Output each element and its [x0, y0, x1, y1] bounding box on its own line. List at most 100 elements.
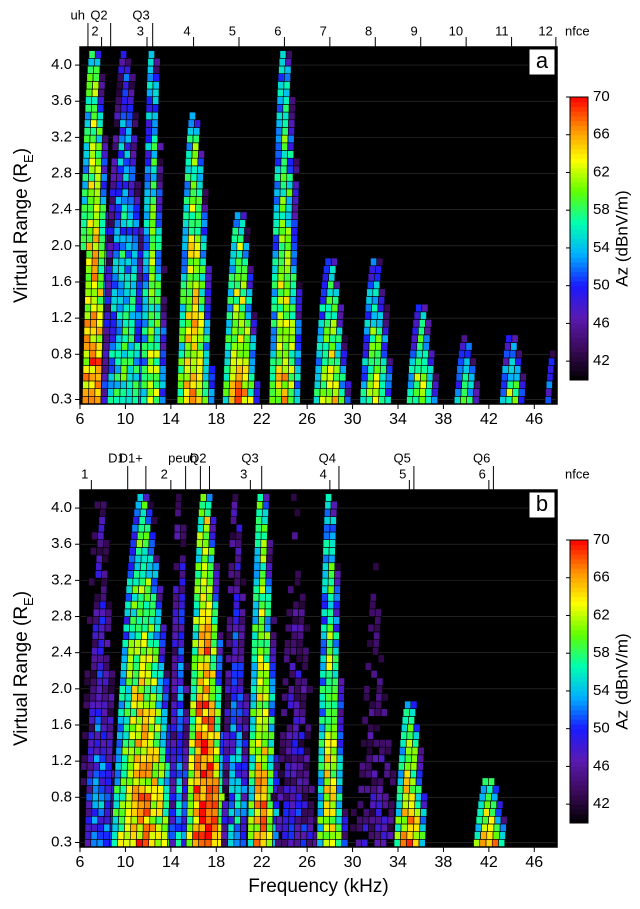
emission-cell	[133, 778, 139, 786]
emission-cell	[289, 350, 295, 358]
emission-cell	[232, 327, 238, 335]
emission-cell	[493, 832, 499, 840]
emission-cell	[294, 839, 300, 847]
emission-cell	[251, 319, 257, 327]
emission-cell	[283, 350, 289, 358]
emission-cell	[236, 381, 242, 389]
emission-cell	[288, 686, 294, 694]
emission-cell	[190, 709, 196, 717]
emission-cell	[197, 174, 203, 182]
emission-cell	[249, 366, 255, 374]
emission-cell	[143, 258, 149, 266]
emission-cell	[133, 112, 139, 120]
emission-cell	[461, 335, 467, 343]
emission-cell	[133, 670, 139, 678]
emission-cell	[84, 127, 90, 135]
emission-cell	[208, 724, 214, 732]
emission-cell	[414, 312, 420, 320]
emission-cell	[264, 624, 270, 632]
emission-cell	[158, 670, 164, 678]
top-tick-label: 5	[229, 23, 236, 38]
emission-cell	[282, 381, 288, 389]
emission-cell	[269, 396, 275, 404]
emission-cell	[194, 593, 200, 601]
emission-cell	[271, 289, 277, 297]
emission-cell	[178, 624, 184, 632]
emission-cell	[394, 839, 400, 847]
emission-cell	[148, 335, 154, 343]
emission-cell	[99, 227, 105, 235]
emission-cell	[496, 809, 502, 817]
emission-cell	[420, 312, 426, 320]
emission-cell	[92, 816, 98, 824]
emission-cell	[404, 770, 410, 778]
colorbar-swatch	[570, 639, 588, 644]
emission-cell	[280, 181, 286, 189]
emission-cell	[280, 732, 286, 740]
emission-cell	[205, 281, 211, 289]
emission-cell	[183, 732, 189, 740]
emission-cell	[548, 366, 554, 374]
emission-cell	[371, 319, 377, 327]
emission-cell	[377, 678, 383, 686]
emission-cell	[402, 801, 408, 809]
emission-cell	[253, 601, 259, 609]
emission-cell	[385, 396, 391, 404]
emission-cell	[262, 509, 268, 517]
emission-cell	[481, 824, 487, 832]
emission-cell	[170, 739, 176, 747]
emission-cell	[382, 816, 388, 824]
emission-cell	[186, 150, 192, 158]
emission-cell	[99, 250, 105, 258]
emission-cell	[319, 693, 325, 701]
emission-cell	[84, 120, 90, 128]
emission-cell	[291, 770, 297, 778]
emission-cell	[110, 174, 116, 182]
emission-cell	[337, 747, 343, 755]
emission-cell	[250, 724, 256, 732]
emission-cell	[297, 778, 303, 786]
emission-cell	[154, 312, 160, 320]
emission-cell	[97, 319, 103, 327]
emission-cell	[338, 304, 344, 312]
emission-cell	[363, 816, 369, 824]
emission-cell	[184, 366, 190, 374]
emission-cell	[240, 289, 246, 297]
colorbar-swatch	[570, 243, 588, 248]
emission-cell	[211, 832, 217, 840]
colorbar-tick-label: 58	[593, 644, 610, 661]
emission-cell	[235, 762, 241, 770]
emission-cell	[156, 609, 162, 617]
colorbar-swatch	[570, 158, 588, 163]
emission-cell	[315, 373, 321, 381]
emission-cell	[136, 624, 142, 632]
emission-cell	[256, 724, 262, 732]
emission-cell	[184, 358, 190, 366]
emission-cell	[228, 281, 234, 289]
y-tick-label: 2.8	[51, 608, 72, 625]
emission-cell	[254, 570, 260, 578]
emission-cell	[97, 670, 103, 678]
emission-cell	[171, 716, 177, 724]
emission-cell	[211, 632, 217, 640]
emission-cell	[230, 532, 236, 540]
emission-cell	[256, 716, 262, 724]
emission-cell	[333, 655, 339, 663]
emission-cell	[263, 686, 269, 694]
emission-cell	[318, 762, 324, 770]
emission-cell	[279, 227, 285, 235]
emission-cell	[207, 578, 213, 586]
emission-cell	[297, 632, 303, 640]
emission-cell	[264, 647, 270, 655]
emission-cell	[230, 739, 236, 747]
emission-cell	[277, 312, 283, 320]
emission-cell	[421, 366, 427, 374]
emission-cell	[101, 724, 107, 732]
emission-cell	[294, 396, 300, 404]
emission-cell	[141, 389, 147, 397]
emission-cell	[161, 266, 167, 274]
colorbar-swatch	[570, 215, 588, 220]
emission-cell	[160, 350, 166, 358]
emission-cell	[125, 266, 131, 274]
emission-cell	[373, 381, 379, 389]
